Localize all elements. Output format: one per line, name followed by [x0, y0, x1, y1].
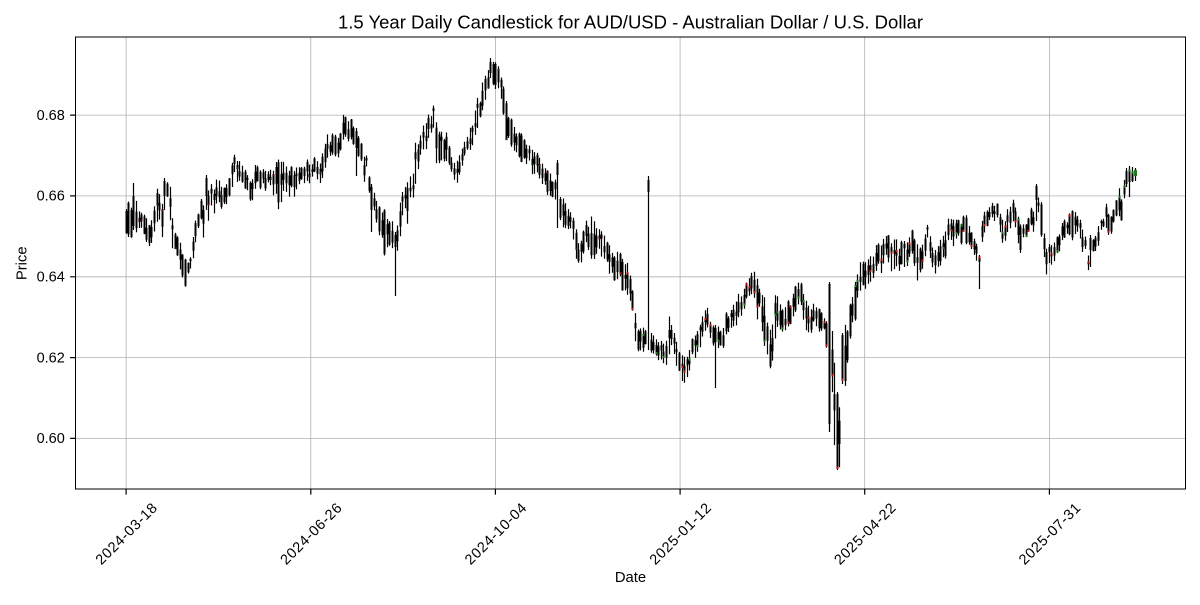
svg-text:0.66: 0.66 [37, 189, 65, 205]
svg-text:0.68: 0.68 [37, 108, 65, 124]
svg-text:1.5 Year Daily Candlestick for: 1.5 Year Daily Candlestick for AUD/USD -… [338, 11, 923, 32]
svg-text:0.62: 0.62 [37, 350, 65, 366]
svg-text:Date: Date [615, 570, 646, 586]
svg-text:Price: Price [15, 246, 31, 280]
svg-text:0.60: 0.60 [37, 431, 65, 447]
svg-text:0.64: 0.64 [37, 270, 65, 286]
